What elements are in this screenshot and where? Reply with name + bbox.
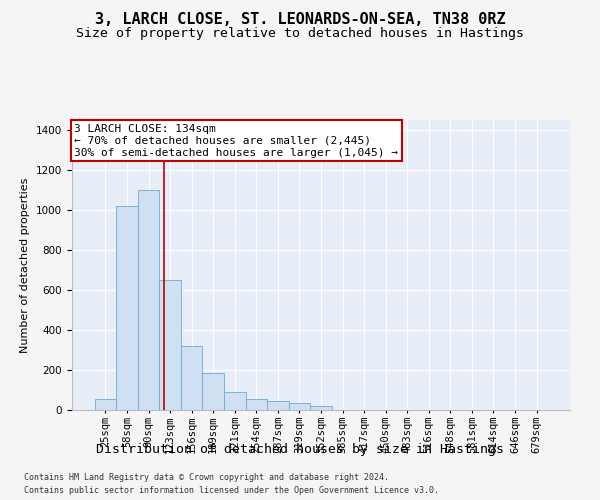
Text: 3 LARCH CLOSE: 134sqm
← 70% of detached houses are smaller (2,445)
30% of semi-d: 3 LARCH CLOSE: 134sqm ← 70% of detached … [74, 124, 398, 158]
Bar [224, 392, 245, 410]
Bar [289, 403, 310, 410]
Bar [116, 206, 138, 410]
Text: Size of property relative to detached houses in Hastings: Size of property relative to detached ho… [76, 28, 524, 40]
Text: Distribution of detached houses by size in Hastings: Distribution of detached houses by size … [96, 442, 504, 456]
Text: Contains HM Land Registry data © Crown copyright and database right 2024.: Contains HM Land Registry data © Crown c… [24, 472, 389, 482]
Text: 3, LARCH CLOSE, ST. LEONARDS-ON-SEA, TN38 0RZ: 3, LARCH CLOSE, ST. LEONARDS-ON-SEA, TN3… [95, 12, 505, 28]
Bar [95, 399, 116, 410]
Y-axis label: Number of detached properties: Number of detached properties [20, 178, 31, 352]
Bar [160, 280, 181, 410]
Bar [181, 346, 202, 410]
Text: Contains public sector information licensed under the Open Government Licence v3: Contains public sector information licen… [24, 486, 439, 495]
Bar [310, 406, 332, 410]
Bar [138, 190, 160, 410]
Bar [267, 401, 289, 410]
Bar [245, 399, 267, 410]
Bar [202, 373, 224, 410]
